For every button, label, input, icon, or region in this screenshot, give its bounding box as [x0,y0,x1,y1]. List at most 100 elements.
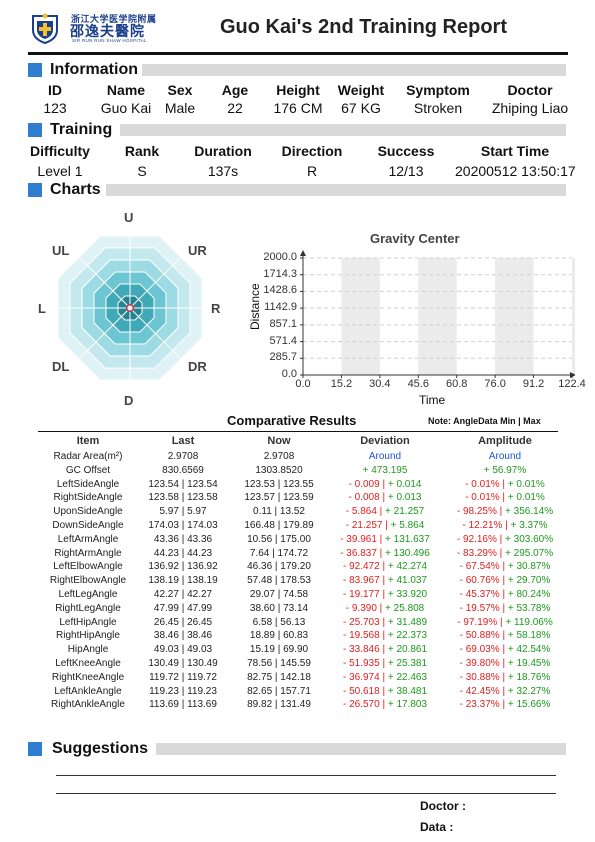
amplitude-max: + 58.18% [505,630,551,642]
y-tick-label: 857.1 [269,317,297,330]
info-value: Zhiping Liao [491,100,569,116]
radar-label-l: L [38,301,46,316]
info-header: Weight [337,82,385,98]
amplitude-max: + 0.01% [505,478,545,490]
doctor-signature-label: Doctor : [420,799,466,813]
x-tick-label: 122.4 [558,378,586,390]
radar-center-marker [125,303,135,313]
amplitude-min: - 23.37% | [459,699,506,711]
row-item: LeftSideAngle [56,478,120,490]
row-item: LeftAnkleAngle [54,685,122,697]
deviation-max: + 131.637 [382,533,430,545]
row-deviation: - 33.846 | + 20.861 [315,644,455,655]
row-item: LeftKneeAngle [55,658,121,669]
radar-label-dl: DL [52,359,70,374]
amplitude-min: - 0.01% | [465,478,506,490]
amplitude-max: + 30.87% [505,561,551,573]
row-now: 82.75 | 142.18 [247,671,311,683]
row-now: 10.56 | 175.00 [247,533,311,545]
charts-section-title: Charts [50,181,101,198]
row-last: 119.23 | 119.23 [149,685,217,697]
deviation-max: + 22.373 [385,630,428,642]
table-row: RightAnkleAngle 113.69 | 113.69 89.82 | 13… [0,699,595,713]
row-deviation: - 39.961 | + 131.637 [315,534,455,545]
row-deviation: Around [315,451,455,462]
comparative-header: Last [171,435,195,447]
training-value: R [306,163,318,179]
row-last: 123.54 | 123.54 [148,478,218,490]
deviation-max: + 41.037 [385,575,428,587]
deviation-min: - 92.472 | [342,561,386,573]
deviation-min: Around [368,451,402,462]
row-now: 82.65 | 157.71 [247,685,311,697]
row-item: UponSideAngle [53,506,123,518]
row-deviation: - 0.009 | + 0.014 [315,479,455,490]
row-now: 7.64 | 174.72 [249,547,309,559]
charts-section-marker [28,183,42,197]
deviation-max: + 20.861 [385,644,428,656]
row-last: 42.27 | 42.27 [153,589,213,600]
radar-label-r: R [211,301,221,316]
deviation-min: - 25.703 | [342,616,386,628]
deviation-min: - 5.864 | [345,506,383,518]
info-header: Sex [167,82,193,98]
comparative-header: Amplitude [478,435,532,447]
row-amplitude: - 45.37% | + 80.24% [435,589,575,600]
row-last: 47.99 | 47.99 [153,602,213,614]
amplitude-min: - 39.80% | [459,658,506,669]
report-title: Guo Kai's 2nd Training Report [220,16,508,38]
row-deviation: - 36.837 | + 130.496 [315,548,455,559]
row-now: 29.07 | 74.58 [249,589,309,600]
x-tick-label: 76.0 [484,378,506,390]
deviation-max: + 21.257 [382,506,425,518]
info-value: Male [164,100,196,116]
row-last: 49.03 | 49.03 [153,644,213,656]
deviation-min: - 39.961 | [340,533,383,545]
row-now: 0.11 | 13.52 [253,506,305,518]
radar-label-ur: UR [188,243,207,258]
suggestion-line [56,775,556,776]
info-header: Symptom [406,82,470,98]
table-row: LeftAnkleAngle 119.23 | 119.23 82.65 | 157… [0,686,595,700]
amplitude-max: + 80.24% [505,589,551,600]
training-header: Success [377,143,435,159]
table-row: RightKneeAngle 119.72 | 119.72 82.75 | 142… [0,672,595,686]
row-item: LeftHipAngle [59,616,117,628]
deviation-min: - 0.009 | [348,478,386,490]
training-value: 12/13 [388,163,424,179]
row-deviation: - 26.570 | + 17.803 [315,699,455,710]
row-item: RightElbowAngle [49,575,127,587]
title-divider [28,52,568,55]
deviation-max: + 38.481 [385,685,428,697]
deviation-max: + 130.496 [382,547,430,559]
x-tick-label: 60.8 [445,378,468,390]
amplitude-min: - 60.76% | [459,575,506,587]
table-row: LeftElbowAngle 136.92 | 136.92 46.36 | 179… [0,561,595,575]
info-header: ID [48,82,62,98]
row-item: HipAngle [67,644,109,656]
gravity-center-chart [300,250,575,378]
comparative-results-note: Note: AngleData Min | Max [428,416,541,426]
row-amplitude: - 60.76% | + 29.70% [435,575,575,586]
radar-spoke [129,256,182,309]
gravity-center-xlabel: Time [419,393,446,407]
comparative-results-title: Comparative Results [227,413,357,428]
table-row: LeftKneeAngle 130.49 | 130.49 78.56 | 145.… [0,658,595,672]
training-header: Rank [124,143,160,159]
row-item: RightLegAngle [55,602,121,614]
comparative-header: Deviation [360,435,410,447]
row-now: 123.57 | 123.59 [244,492,314,504]
row-deviation: + 473.195 [315,465,455,476]
row-amplitude: Around [435,451,575,462]
amplitude-min: - 30.88% | [459,671,506,683]
amplitude-min: - 92.16% | [456,533,503,545]
info-header: Height [276,82,320,98]
amplitude-min: - 97.19% | [457,616,503,628]
row-last: 136.92 | 136.92 [148,561,218,573]
deviation-max: + 25.381 [385,658,428,669]
x-tick-label: 15.2 [330,378,353,390]
row-last: 44.23 | 44.23 [153,547,213,559]
chart-band [572,258,575,375]
y-tick-label: 1428.6 [263,284,297,297]
row-last: 113.69 | 113.69 [149,699,217,711]
